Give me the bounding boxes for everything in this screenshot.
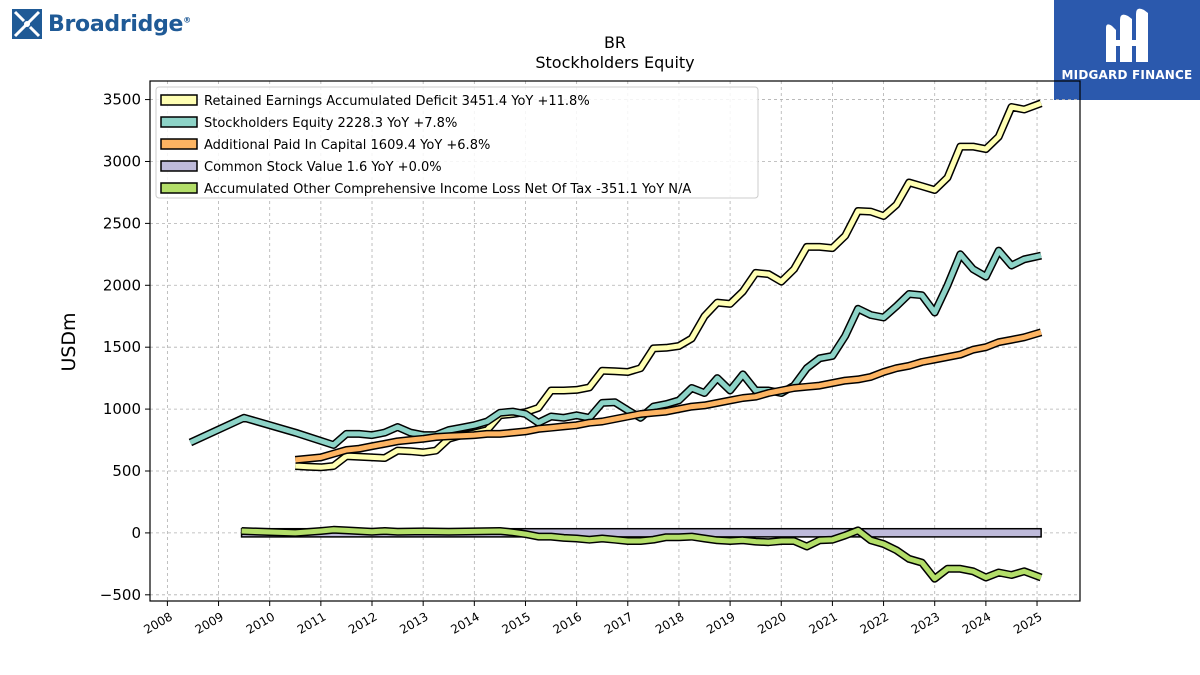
y-tick-label: 2500	[103, 214, 141, 232]
legend-swatch	[160, 116, 198, 128]
x-tick-label: 2011	[295, 609, 328, 636]
series-line-apic	[295, 329, 1042, 463]
y-tick-label: −500	[100, 586, 141, 604]
y-tick-label: 2000	[103, 276, 141, 294]
y-tick-label: 3000	[103, 152, 141, 170]
plot-frame	[149, 80, 1081, 602]
midgard-logo-text: MIDGARD FINANCE	[1061, 68, 1193, 82]
y-tick-label: 500	[112, 462, 141, 480]
legend-entry-label: Common Stock Value 1.6 YoY +0.0%	[204, 160, 442, 175]
broadridge-mark-icon	[12, 9, 42, 39]
legend-entry-label: Stockholders Equity 2228.3 YoY +7.8%	[204, 116, 457, 131]
x-tick-label: 2016	[551, 609, 584, 636]
y-tick-label: 0	[131, 524, 141, 542]
broadridge-logo: Broadridge®	[12, 6, 191, 42]
x-tick-label: 2013	[397, 609, 430, 636]
midgard-mark-icon	[1106, 8, 1148, 63]
legend-box	[155, 86, 759, 199]
x-tick-label: 2019	[704, 609, 737, 636]
x-tick-label: 2015	[500, 609, 533, 636]
x-tick-label: 2025	[1011, 609, 1044, 636]
x-tick-label: 2008	[141, 609, 174, 636]
series-line-aoci	[241, 527, 1042, 582]
legend-swatch	[160, 160, 198, 172]
x-tick-label: 2009	[193, 609, 226, 636]
y-tick-label: 3500	[103, 91, 141, 109]
chart-title: BR	[604, 33, 626, 52]
chart-subtitle: Stockholders Equity	[535, 53, 694, 72]
series-line-equity	[189, 248, 1042, 448]
legend-entry-label: Accumulated Other Comprehensive Income L…	[204, 182, 691, 197]
legend: Retained Earnings Accumulated Deficit 34…	[155, 86, 759, 199]
series-layer	[188, 99, 1043, 583]
x-tick-label: 2020	[755, 609, 788, 636]
y-tick-label: 1000	[103, 400, 141, 418]
x-tick-label: 2022	[858, 609, 891, 636]
series-line-retained	[295, 100, 1042, 470]
y-axis-label: USDm	[58, 312, 80, 371]
midgard-finance-logo: MIDGARD FINANCE	[1054, 0, 1200, 100]
x-tick-label: 2021	[806, 609, 839, 636]
y-tick-label: 1500	[103, 338, 141, 356]
x-tick-label: 2018	[653, 609, 686, 636]
x-tick-label: 2024	[960, 609, 993, 636]
legend-swatch	[160, 94, 198, 106]
x-tick-label: 2017	[602, 609, 635, 636]
x-tick-label: 2010	[244, 609, 277, 636]
legend-entry-label: Additional Paid In Capital 1609.4 YoY +6…	[204, 138, 490, 153]
legend-entry-label: Retained Earnings Accumulated Deficit 34…	[204, 94, 590, 109]
legend-swatch	[160, 182, 198, 194]
x-tick-label: 2012	[346, 609, 379, 636]
x-tick-label: 2023	[909, 609, 942, 636]
broadridge-logo-text: Broadridge®	[48, 11, 191, 37]
x-tick-label: 2014	[448, 609, 481, 636]
legend-swatch	[160, 138, 198, 150]
